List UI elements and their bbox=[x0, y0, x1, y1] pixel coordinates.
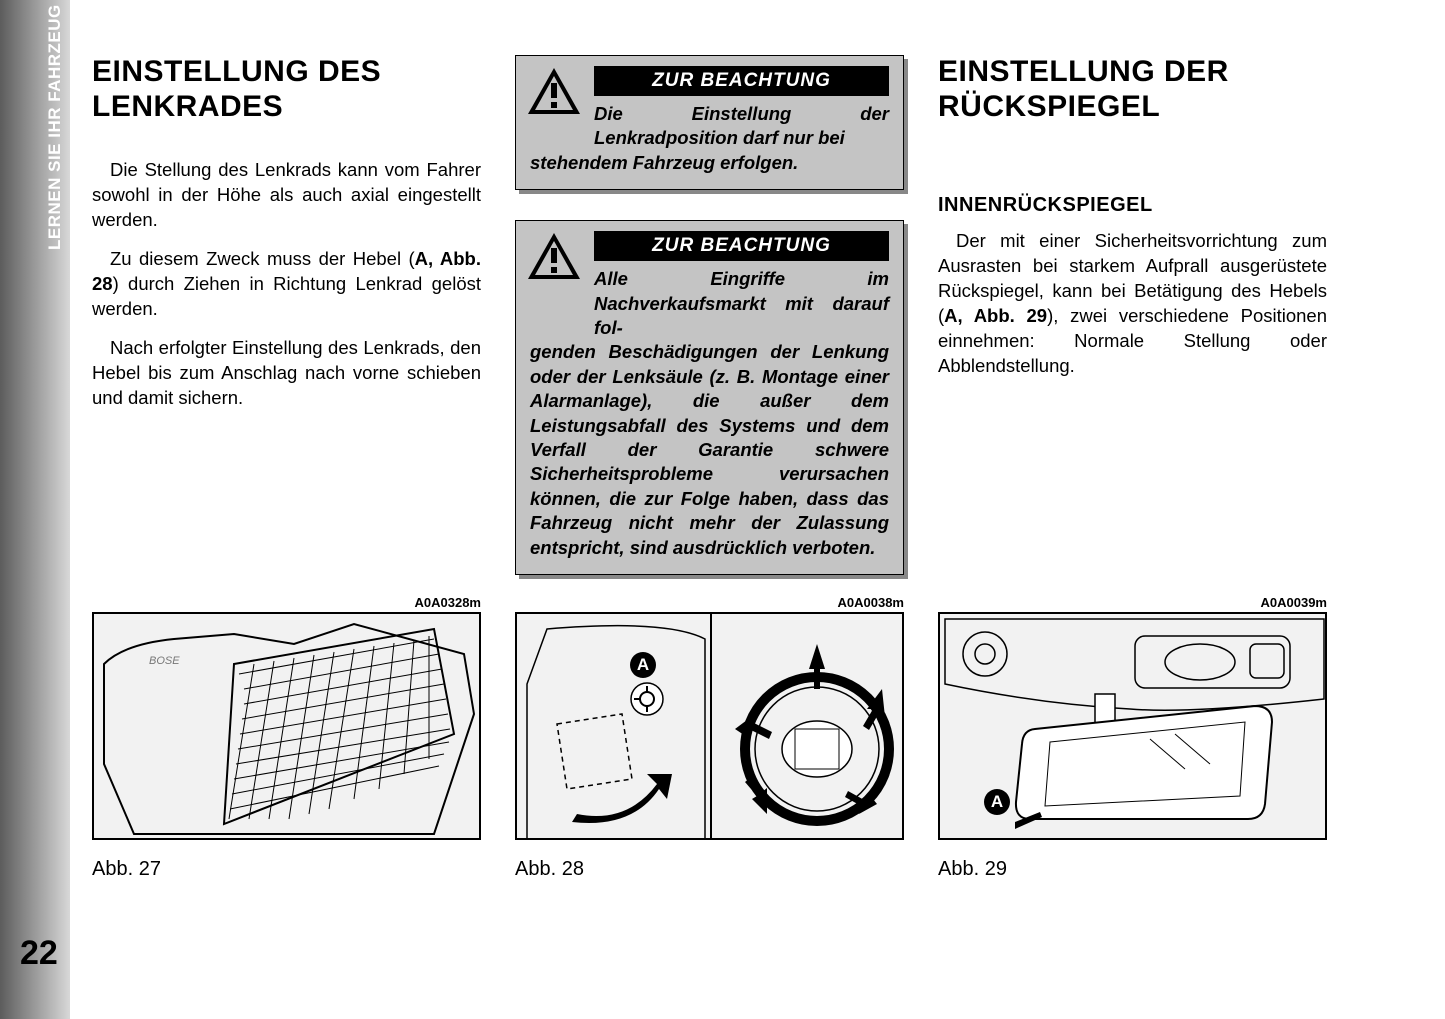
figure-29: A0A0039m A Ab bbox=[938, 595, 1327, 881]
warn2-header: ZUR BEACHTUNG bbox=[594, 231, 889, 261]
figures-row: A0A0328m BOSE bbox=[92, 595, 1412, 881]
warning-box-2: ZUR BEACHTUNG Alle Eingriffe im Nachverk… bbox=[515, 220, 904, 575]
warn1-header: ZUR BEACHTUNG bbox=[594, 66, 889, 96]
page-number: 22 bbox=[20, 934, 58, 973]
fig27-code: A0A0328m bbox=[92, 595, 481, 610]
fig29-caption: Abb. 29 bbox=[938, 858, 1327, 881]
column-2: ZUR BEACHTUNG Die Einstellung der Lenkra… bbox=[515, 55, 904, 605]
content-columns: EINSTELLUNG DES LENKRADES Die Stellung d… bbox=[92, 55, 1422, 605]
svg-text:BOSE: BOSE bbox=[149, 655, 180, 667]
fig29-box: A bbox=[938, 612, 1327, 840]
col3-p1b: A, Abb. 29 bbox=[944, 305, 1047, 326]
fig27-box: BOSE bbox=[92, 612, 481, 840]
col1-p2a: Zu diesem Zweck muss der Hebel ( bbox=[110, 248, 415, 269]
col3-subtitle: INNENRÜCKSPIEGEL bbox=[938, 194, 1327, 217]
warning-triangle-icon bbox=[526, 231, 582, 281]
column-1: EINSTELLUNG DES LENKRADES Die Stellung d… bbox=[92, 55, 481, 605]
fig28-callout-a: A bbox=[630, 652, 656, 678]
fig28-caption: Abb. 28 bbox=[515, 858, 904, 881]
col3-p1: Der mit einer Sicherheitsvorrichtung zum… bbox=[938, 229, 1327, 379]
column-3: EINSTELLUNG DER RÜCKSPIEGEL INNENRÜCKSPI… bbox=[938, 55, 1327, 605]
side-tab-gradient: LERNEN SIE IHR FAHRZEUG KENNEN bbox=[0, 0, 70, 1019]
figure-27: A0A0328m BOSE bbox=[92, 595, 481, 881]
col1-p3: Nach erfolgter Einstellung des Lenkrads,… bbox=[92, 336, 481, 411]
fig28-illustration bbox=[517, 614, 904, 840]
figure-28: A0A0038m bbox=[515, 595, 904, 881]
fig29-callout-a: A bbox=[984, 789, 1010, 815]
col1-p2c: ) durch Ziehen in Richtung Lenkrad gelös… bbox=[92, 273, 481, 319]
warn1-t1: Die Einstellung der Lenkradposition darf… bbox=[594, 102, 889, 151]
side-tab-label: LERNEN SIE IHR FAHRZEUG KENNEN bbox=[45, 0, 65, 250]
warning-triangle-icon bbox=[526, 66, 582, 116]
col1-p1: Die Stellung des Lenkrads kann vom Fahre… bbox=[92, 158, 481, 233]
col1-title: EINSTELLUNG DES LENKRADES bbox=[92, 55, 481, 124]
col1-p2: Zu diesem Zweck muss der Hebel (A, Abb. … bbox=[92, 247, 481, 322]
warn2-t2: genden Beschädigungen der Lenkung oder d… bbox=[530, 340, 889, 560]
col3-title: EINSTELLUNG DER RÜCKSPIEGEL bbox=[938, 55, 1327, 124]
fig27-illustration: BOSE bbox=[94, 614, 481, 840]
fig28-code: A0A0038m bbox=[515, 595, 904, 610]
fig29-code: A0A0039m bbox=[938, 595, 1327, 610]
warn2-t1: Alle Eingriffe im Nachverkaufsmarkt mit … bbox=[594, 267, 889, 340]
warning-box-1: ZUR BEACHTUNG Die Einstellung der Lenkra… bbox=[515, 55, 904, 190]
fig28-box: A bbox=[515, 612, 904, 840]
warn1-t2: stehendem Fahrzeug erfolgen. bbox=[530, 151, 889, 175]
fig27-caption: Abb. 27 bbox=[92, 858, 481, 881]
